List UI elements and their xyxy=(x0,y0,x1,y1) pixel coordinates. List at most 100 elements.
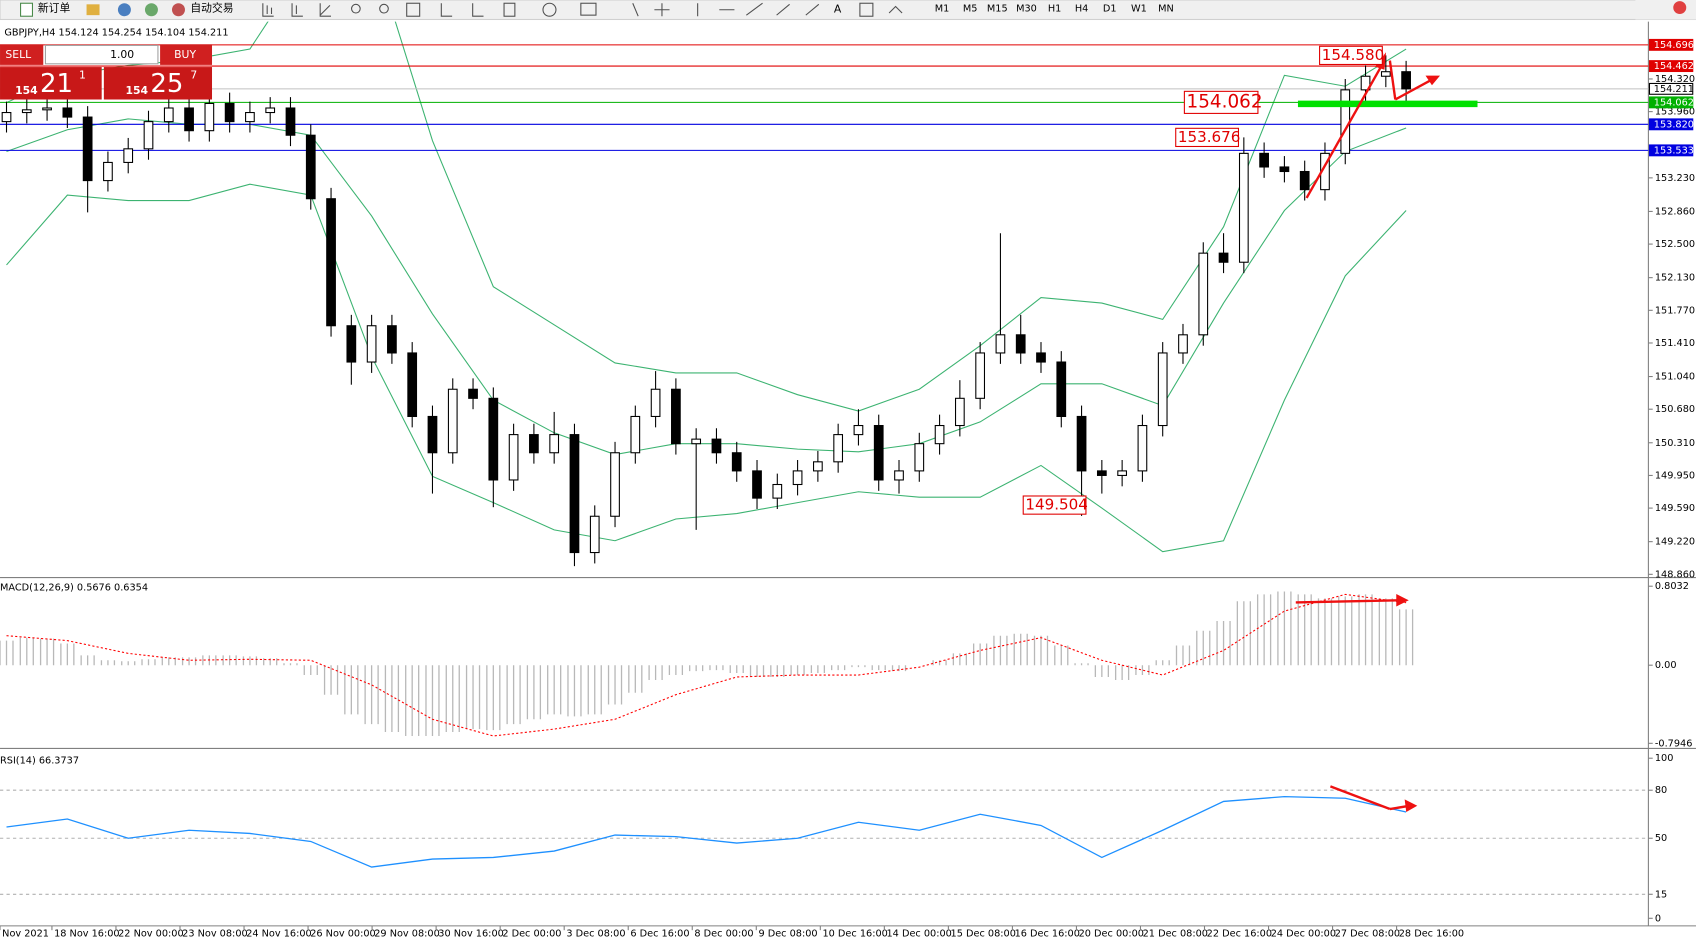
y-tick-label: 153.230 xyxy=(1655,173,1695,184)
buy-label[interactable]: BUY xyxy=(174,48,196,61)
price-tag-label: 153.820 xyxy=(1654,119,1694,130)
timeframe[interactable]: M5 xyxy=(963,4,978,15)
candle-body xyxy=(285,107,296,136)
search[interactable] xyxy=(1635,0,1696,20)
new-order[interactable]: 新订单 xyxy=(38,1,71,15)
buy-button[interactable] xyxy=(160,44,213,65)
candle-body xyxy=(427,415,438,454)
candle-body xyxy=(224,102,235,123)
candle-body xyxy=(610,452,620,517)
toolbar: 新订单 自动交易 A xyxy=(0,0,1696,21)
y-tick-label: 149.220 xyxy=(1655,537,1695,548)
candle-body xyxy=(184,107,194,132)
time-label: 18 Nov 16:00 xyxy=(54,928,120,939)
alerts[interactable] xyxy=(1673,1,1687,15)
y-tick-label: 152.860 xyxy=(1655,206,1695,217)
bid-box[interactable] xyxy=(0,67,102,100)
timeframe[interactable]: H4 xyxy=(1075,4,1088,15)
y-tick-label: 152.500 xyxy=(1655,239,1695,250)
bid-small: 1 xyxy=(79,69,86,82)
candle-body xyxy=(650,388,661,418)
timeframe[interactable]: D1 xyxy=(1103,4,1117,15)
candle-body xyxy=(752,470,762,499)
y-tick-label: 50 xyxy=(1655,833,1667,844)
price-annotation: 153.676 xyxy=(1178,128,1241,146)
time-label: 10 Dec 16:00 xyxy=(822,928,887,939)
tool-icons[interactable] xyxy=(262,2,903,17)
symbol-header: GBPJPY,H4 154.124 154.254 154.104 154.21… xyxy=(4,27,228,38)
time-label: Nov 2021 xyxy=(2,928,49,939)
auto-trade-icon[interactable] xyxy=(171,3,185,17)
icon[interactable] xyxy=(86,4,100,16)
price-tag xyxy=(1648,60,1694,73)
timeframe[interactable]: M15 xyxy=(987,4,1008,15)
timeframe[interactable]: MN xyxy=(1158,4,1174,15)
volume[interactable]: 1.00 xyxy=(110,48,134,61)
macd-plot xyxy=(0,591,1414,737)
icon[interactable] xyxy=(144,3,158,17)
candle-body xyxy=(549,434,560,454)
candle-body xyxy=(954,397,965,427)
price-tag xyxy=(1648,38,1694,51)
timeframe[interactable]: M30 xyxy=(1016,4,1037,15)
y-tick-label: 15 xyxy=(1655,889,1667,900)
candle-body xyxy=(691,438,702,445)
sell-label[interactable]: SELL xyxy=(5,48,31,61)
candle-body xyxy=(589,515,600,554)
candle-body xyxy=(711,438,722,454)
time-label: 20 Dec 00:00 xyxy=(1079,928,1144,939)
candle-body xyxy=(1299,170,1310,191)
text-tool[interactable]: A xyxy=(834,3,842,16)
one-click-trading: SELL 1.00 BUY 154 21 1 154 25 7 xyxy=(0,44,213,100)
candle-body xyxy=(1036,352,1046,363)
auto-trade[interactable]: 自动交易 xyxy=(190,1,233,15)
bid-big: 154 xyxy=(15,84,38,97)
timeframe[interactable]: M1 xyxy=(935,4,950,15)
time-label: 3 Dec 08:00 xyxy=(566,928,625,939)
timeframe[interactable]: W1 xyxy=(1131,4,1147,15)
time-label: 24 Dec 00:00 xyxy=(1271,928,1336,939)
rsi-line xyxy=(6,795,1407,868)
volume-input[interactable] xyxy=(44,44,159,65)
price-annotation: 149.504 xyxy=(1025,496,1088,514)
candle-body xyxy=(1096,470,1107,476)
icon[interactable] xyxy=(117,3,131,17)
price-annotation-box xyxy=(1183,90,1259,114)
candle-body xyxy=(62,107,73,118)
main-axis: 154.320 153.960 153.230 152.860 152.500 152.1… xyxy=(1648,38,1695,580)
price-tag xyxy=(1648,118,1694,131)
label-tool[interactable] xyxy=(859,2,874,17)
candle-body xyxy=(1401,71,1411,90)
y-tick-label: -0.7946 xyxy=(1655,738,1693,749)
candle-body xyxy=(1340,89,1351,154)
price-tag-label: 154.696 xyxy=(1654,40,1694,51)
price-annotation-box xyxy=(1319,45,1383,66)
time-label: 8 Dec 00:00 xyxy=(694,928,753,939)
candle-body xyxy=(1259,152,1269,168)
candle-body xyxy=(346,325,357,363)
price-annotation: 154.062 xyxy=(1187,91,1263,112)
candle-body xyxy=(1137,424,1148,472)
time-label: 21 Dec 08:00 xyxy=(1143,928,1208,939)
candle-body xyxy=(488,397,499,481)
candle-body xyxy=(934,424,945,445)
time-label: 6 Dec 16:00 xyxy=(630,928,689,939)
new-order-icon[interactable] xyxy=(20,2,34,17)
time-label: 27 Dec 08:00 xyxy=(1335,928,1400,939)
ask-box[interactable] xyxy=(103,67,213,100)
candle-body xyxy=(82,116,93,182)
price-tag-label: 154.211 xyxy=(1654,84,1694,95)
y-tick-label: 151.770 xyxy=(1655,305,1695,316)
sell-button[interactable] xyxy=(0,44,44,65)
time-label: 24 Nov 16:00 xyxy=(246,928,312,939)
candle-body xyxy=(1178,334,1188,354)
candle-body xyxy=(671,388,681,445)
timeframes: M1 M5 M15 M30 H1 H4 D1 W1 MN xyxy=(935,4,1174,15)
candle-body xyxy=(529,434,539,454)
macd-signal xyxy=(6,593,1407,737)
candle-body xyxy=(1218,252,1229,263)
time-label: 30 Nov 16:00 xyxy=(438,928,504,939)
timeframe[interactable]: H1 xyxy=(1048,4,1062,15)
candle-body xyxy=(1,111,12,123)
